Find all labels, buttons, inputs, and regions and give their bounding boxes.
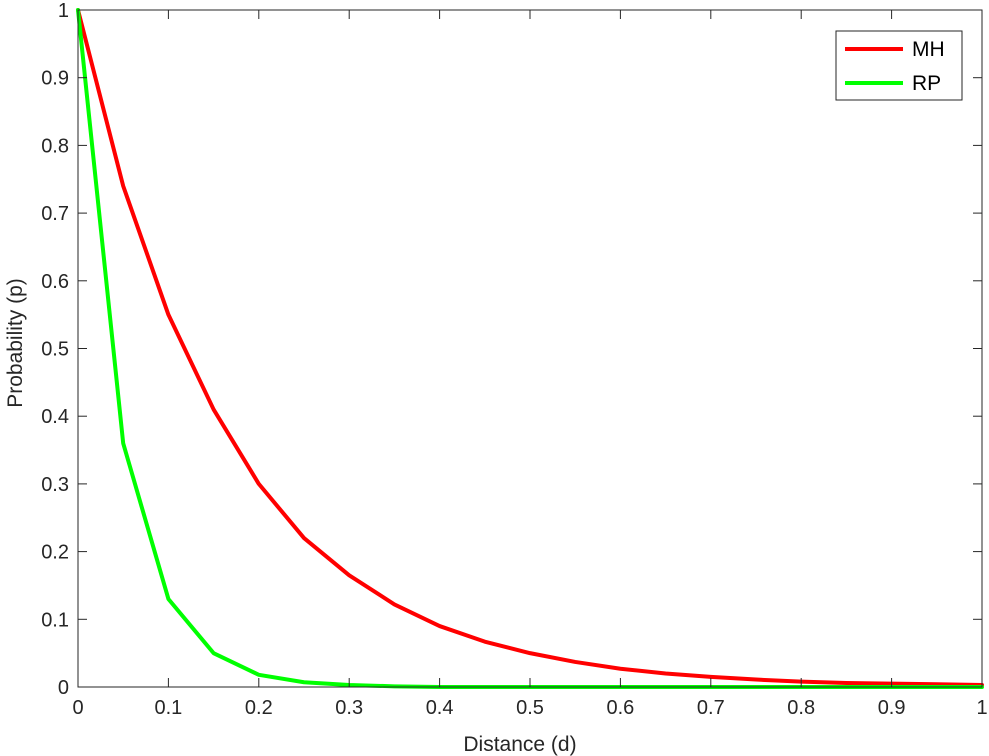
plot-area [78,10,982,687]
x-tick-label: 1 [976,697,987,719]
y-tick-label: 0.6 [41,271,69,293]
x-tick-label: 0.1 [154,697,182,719]
legend-label-mh: MH [912,38,945,61]
y-tick-label: 0.2 [41,542,69,564]
y-tick-label: 1 [58,0,69,22]
x-tick-label: 0.6 [606,697,634,719]
y-tick-label: 0.1 [41,609,69,631]
x-tick-label: 0 [72,697,83,719]
y-tick-label: 0.5 [41,339,69,361]
x-tick-label: 0.2 [245,697,273,719]
y-tick-label: 0.7 [41,203,69,225]
x-tick-label: 0.9 [878,697,906,719]
x-axis-label: Distance (d) [463,733,576,756]
x-tick-label: 0.3 [335,697,363,719]
y-tick-label: 0.8 [41,135,69,157]
y-tick-label: 0 [58,677,69,699]
legend-box [835,30,963,101]
series-line-mh [76,8,984,687]
tick-layer: 0 0.1 0.2 0.3 0.4 0.5 0.6 0.7 0.8 0.9 1 0 0.1 0.2 0.3 0… [41,0,987,719]
x-tick-label: 0.5 [516,697,544,719]
x-tick-label: 0.4 [426,697,454,719]
legend-label-rp: RP [912,72,941,95]
y-tick-label: 0.9 [41,68,69,90]
legend: MH RP [835,30,963,101]
y-tick-label: 0.4 [41,406,69,428]
x-tick-label: 0.8 [787,697,815,719]
x-tick-label: 0.7 [697,697,725,719]
y-tick-label: 0.3 [41,474,69,496]
y-axis-label: Probability (p) [4,278,27,408]
